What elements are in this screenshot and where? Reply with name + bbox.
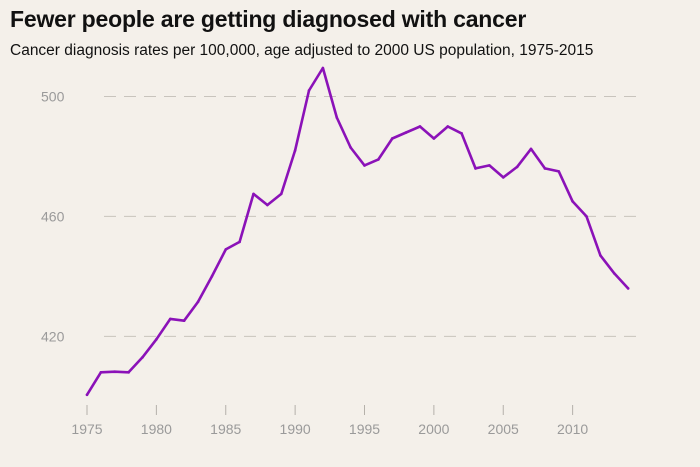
x-tick-label: 1975 [71, 421, 102, 437]
data-point-2008 [543, 167, 547, 170]
series-points [85, 66, 630, 397]
data-point-1987 [252, 192, 255, 196]
data-point-1985 [224, 248, 228, 251]
data-point-2002 [460, 132, 463, 135]
data-point-1993 [335, 116, 339, 119]
data-point-1978 [127, 371, 130, 374]
data-point-1976 [99, 371, 103, 374]
x-tick-label: 2000 [418, 421, 449, 437]
x-tick-label: 1990 [280, 421, 311, 437]
data-point-2010 [571, 200, 574, 203]
data-point-2004 [488, 164, 491, 167]
data-point-2001 [446, 125, 450, 128]
data-point-2012 [599, 254, 602, 257]
data-point-1997 [390, 137, 394, 140]
y-tick-label: 460 [41, 208, 65, 224]
x-tick-label: 1980 [141, 421, 172, 437]
data-point-2005 [501, 176, 505, 179]
data-point-1984 [210, 275, 214, 278]
data-point-1991 [307, 89, 311, 92]
data-point-1982 [182, 319, 186, 323]
chart-subtitle: Cancer diagnosis rates per 100,000, age … [10, 42, 594, 59]
data-point-2000 [432, 137, 436, 140]
data-point-1980 [155, 338, 158, 341]
x-tick-label: 1995 [349, 421, 380, 437]
x-tick-label: 2005 [488, 421, 519, 437]
data-point-1983 [196, 300, 200, 304]
data-point-1979 [141, 356, 144, 359]
data-point-1988 [266, 203, 269, 207]
data-point-2009 [557, 170, 561, 173]
data-point-1986 [238, 240, 241, 244]
data-point-1975 [85, 393, 89, 397]
data-point-1990 [293, 149, 297, 152]
x-tick-label: 1985 [210, 421, 241, 437]
data-point-2007 [529, 147, 533, 151]
data-point-2014 [626, 287, 630, 290]
data-point-2006 [515, 165, 519, 169]
data-point-1998 [404, 131, 408, 134]
data-point-2013 [612, 272, 616, 275]
data-point-1999 [418, 125, 422, 128]
data-point-1996 [377, 158, 380, 161]
data-point-1994 [349, 146, 352, 149]
x-axis-ticks: 1975 1980 1985 1990 1995 2000 2005 2010 [71, 405, 588, 437]
y-tick-label: 420 [41, 328, 65, 344]
y-axis-ticks: 420 460 500 [41, 88, 65, 344]
data-point-1989 [279, 192, 283, 196]
y-tick-label: 500 [41, 88, 65, 104]
series-line [85, 66, 630, 397]
chart-title: Fewer people are getting diagnosed with … [10, 6, 527, 32]
x-tick-label: 2010 [557, 421, 588, 437]
data-point-1995 [363, 164, 366, 167]
data-point-2011 [585, 215, 588, 218]
data-point-1981 [168, 317, 172, 321]
data-point-1977 [113, 370, 117, 374]
data-point-1992 [321, 66, 325, 70]
gridlines [104, 95, 636, 337]
data-point-2003 [474, 167, 477, 170]
